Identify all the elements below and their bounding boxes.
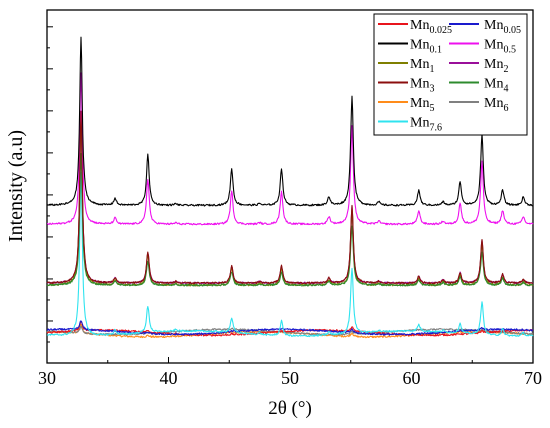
x-tick-label: 70: [524, 368, 542, 388]
legend-label-mn-5: Mn5: [410, 96, 434, 114]
y-axis-ticks: [47, 26, 53, 343]
legend: Mn0.025 Mn0.05 Mn0.1 Mn0.5 Mn1 Mn2 Mn3 Mn4 Mn5 Mn…: [373, 13, 528, 136]
legend-label-mn-0.025: Mn0.025: [410, 18, 452, 36]
x-tick-label: 60: [403, 368, 421, 388]
legend-label-mn-1: Mn1: [410, 57, 434, 75]
legend-label-mn-3: Mn3: [410, 77, 434, 95]
series-line-mn-4: [46, 153, 533, 287]
series-line-mn-0.025: [46, 320, 534, 337]
x-axis-label: 2θ (°): [268, 398, 312, 419]
legend-label-mn-0.05: Mn0.05: [484, 18, 521, 36]
legend-box: [373, 13, 528, 136]
legend-label-mn-0.5: Mn0.5: [484, 38, 516, 56]
y-axis-label: Intensity (a.u): [5, 130, 27, 242]
x-tick-label: 50: [281, 368, 299, 388]
legend-label-mn-2: Mn2: [484, 57, 508, 75]
legend-label-mn-4: Mn4: [484, 77, 508, 95]
series-line-mn-7.6: [46, 172, 534, 338]
x-tick-label: 30: [38, 368, 56, 388]
x-axis-ticks: 30 40 50 60 70: [38, 357, 542, 388]
series-line-mn-3: [46, 110, 534, 285]
legend-label-mn-6: Mn6: [484, 96, 508, 114]
series-line-mn-0.1: [46, 36, 534, 207]
x-tick-label: 40: [160, 368, 178, 388]
series-line-mn-2: [46, 112, 534, 285]
series-line-mn-0.05: [46, 320, 534, 336]
series-layer: [46, 36, 534, 339]
series-line-mn-0.5: [46, 72, 534, 226]
legend-label-mn-0.1: Mn0.1: [410, 38, 442, 56]
series-line-mn-1: [46, 115, 534, 287]
legend-label-mn-7.6: Mn7.6: [410, 116, 442, 134]
